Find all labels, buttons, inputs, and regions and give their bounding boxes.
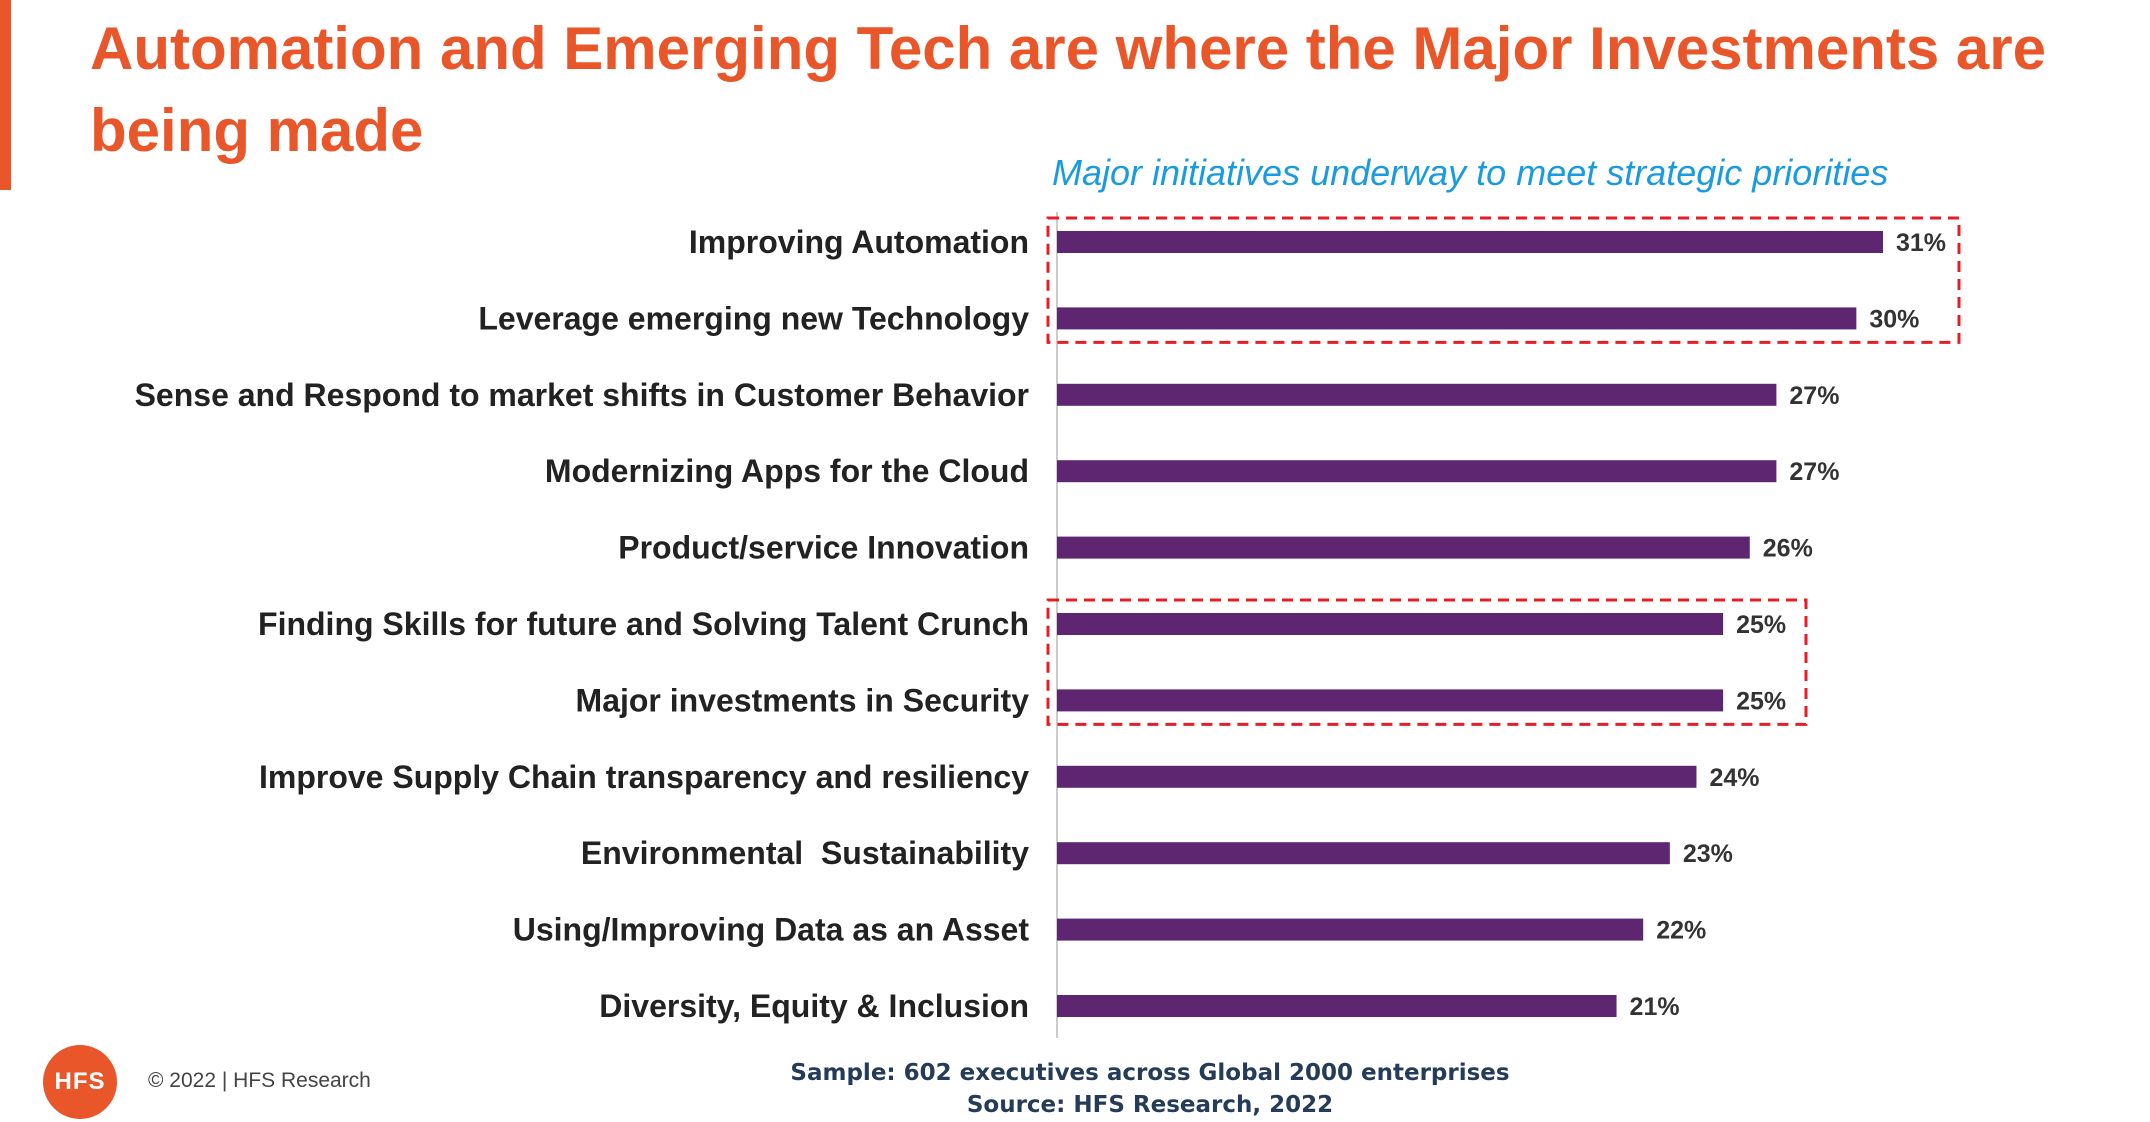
- category-label: Improving Automation: [689, 224, 1029, 260]
- category-label: Major investments in Security: [576, 682, 1030, 718]
- value-label: 22%: [1656, 917, 1706, 945]
- bar: [1057, 307, 1857, 330]
- bar: [1057, 765, 1697, 788]
- bar-chart: Improving Automation 31% Leverage emerging…: [135, 212, 1961, 1038]
- category-label: Modernizing Apps for the Cloud: [545, 453, 1029, 489]
- value-label: 25%: [1736, 611, 1786, 639]
- highlight-box: [1046, 216, 1961, 344]
- bar: [1057, 613, 1724, 635]
- category-label: Using/Improving Data as an Asset: [513, 912, 1030, 948]
- highlight-box: [1046, 598, 1808, 726]
- sample-note: Sample: 602 executives across Global 200…: [790, 1060, 1510, 1086]
- value-label: 26%: [1763, 535, 1813, 563]
- value-label: 24%: [1709, 764, 1759, 792]
- bar: [1057, 918, 1644, 941]
- left-accent-bar: [0, 0, 11, 190]
- bar: [1057, 383, 1777, 406]
- value-label: 21%: [1630, 993, 1680, 1021]
- source-note: Source: HFS Research, 2022: [966, 1092, 1334, 1118]
- category-label: Product/service Innovation: [618, 530, 1029, 566]
- bar: [1057, 460, 1777, 483]
- value-label: 25%: [1736, 687, 1786, 715]
- category-label: Environmental Sustainability: [581, 835, 1029, 871]
- value-label: 30%: [1869, 305, 1919, 333]
- category-label: Sense and Respond to market shifts in Cu…: [135, 377, 1029, 413]
- category-label: Diversity, Equity & Inclusion: [599, 988, 1029, 1024]
- slide-title: Automation and Emerging Tech are where t…: [90, 15, 2047, 164]
- value-label: 31%: [1896, 229, 1946, 257]
- value-label: 23%: [1683, 840, 1733, 868]
- chart-subtitle: Major initiatives underway to meet strat…: [1052, 152, 1889, 193]
- category-label: Finding Skills for future and Solving Ta…: [258, 606, 1029, 642]
- value-label: 27%: [1789, 458, 1839, 486]
- bar: [1057, 995, 1617, 1017]
- category-label: Improve Supply Chain transparency and re…: [259, 759, 1029, 795]
- value-label: 27%: [1789, 382, 1839, 410]
- bar: [1057, 842, 1670, 865]
- hfs-logo: HFS: [43, 1045, 117, 1119]
- category-label: Leverage emerging new Technology: [478, 300, 1029, 336]
- bar: [1057, 231, 1883, 253]
- copyright-text: © 2022 | HFS Research: [148, 1069, 371, 1092]
- bar: [1057, 689, 1724, 712]
- bar: [1057, 536, 1750, 559]
